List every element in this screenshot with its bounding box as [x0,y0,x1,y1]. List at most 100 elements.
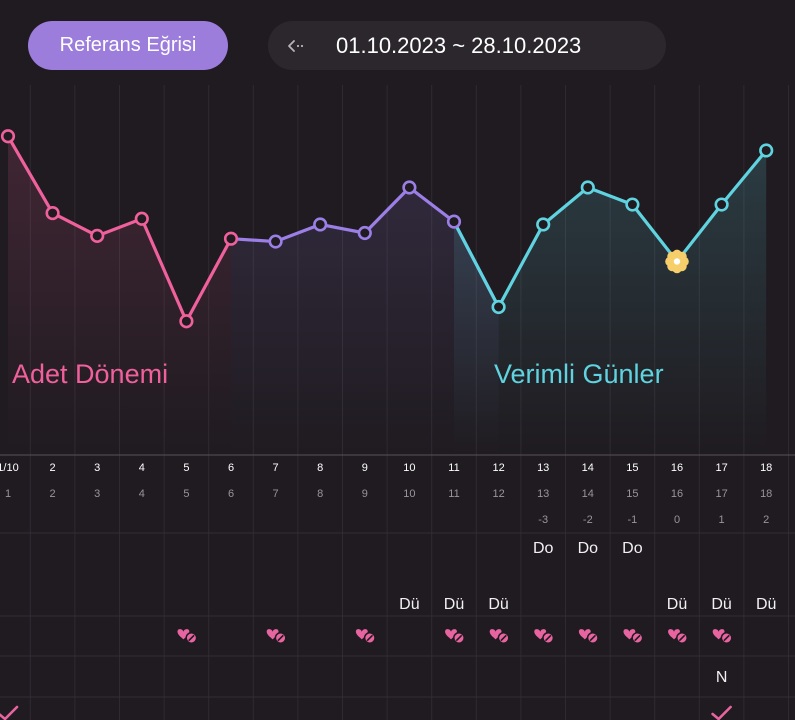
cycle-day-label: 8 [317,488,323,500]
cycle-day-label: 18 [760,488,772,500]
check-icon [0,705,19,720]
ovulation-flower-icon [665,249,689,274]
data-point [402,180,417,195]
line-segment [675,202,724,264]
date-tick-label: 15 [626,462,638,474]
date-range-selector[interactable]: 01.10.2023 ~ 28.10.2023 [268,21,666,70]
do-label: Do [622,540,643,557]
date-tick-label: 5 [183,462,189,474]
hearts-no-protection-icon [622,628,644,645]
ovulation-offset-label: 1 [719,514,725,526]
date-tick-label: 14 [582,462,594,474]
ovulation-offset-label: -2 [583,514,593,526]
data-point [357,225,372,241]
date-tick-label: 18 [760,462,772,474]
line-segment [318,222,367,235]
fertile-days-label: Verimli Günler [494,359,664,389]
date-tick-label: 7 [273,462,279,474]
data-point [625,197,640,212]
data-point [179,314,194,329]
line-segment [95,217,144,238]
line-segment [719,148,768,207]
data-point [446,214,462,229]
hearts-no-protection-icon [444,628,466,645]
data-point [45,205,60,221]
data-point [714,197,729,212]
chart-points [0,129,774,329]
area-fill-0 [8,136,231,455]
line-segment [274,222,322,244]
n-label: N [716,669,728,686]
hearts-no-protection-icon [533,628,555,645]
cycle-day-label: 9 [362,488,368,500]
chart-area-fills [8,136,767,455]
cycle-day-label: 5 [183,488,189,500]
data-point [536,217,551,232]
data-point [580,180,595,195]
cycle-day-label: 2 [50,488,56,500]
cycle-day-label: 1 [5,488,11,500]
cycle-day-label: 14 [582,488,594,500]
du-label: Dü [399,596,419,613]
du-label: Dü [488,596,508,613]
date-tick-label: 17 [715,462,727,474]
hearts-no-protection-icon [667,628,689,645]
cycle-day-label: 4 [139,488,145,500]
line-segment [497,222,545,309]
ovulation-offset-label: -1 [628,514,638,526]
date-tick-label: 4 [139,462,145,474]
du-label: Dü [756,596,776,613]
line-segment [363,185,411,235]
ovulation-offset-label: -3 [538,514,548,526]
data-point [0,129,16,144]
cycle-day-label: 11 [448,488,459,500]
data-point [90,228,105,243]
hearts-no-protection-icon [355,628,376,645]
line-segment [586,185,635,207]
date-tick-label: 16 [671,462,683,474]
line-segment [140,217,188,323]
date-tick-label: 6 [228,462,234,474]
data-point [491,299,506,315]
date-tick-label: 9 [362,462,368,474]
hearts-no-protection-icon [176,628,198,645]
date-tick-label: 12 [492,462,504,474]
line-segment [541,185,590,227]
hearts-no-protection-icon [578,628,599,645]
do-label: Do [578,540,599,557]
cycle-day-label: 15 [626,488,638,500]
data-point [223,231,239,246]
reference-curve-button[interactable]: Referans Eğrisi [28,21,228,70]
date-tick-label: 1/10 [0,462,19,474]
area-fill-1 [231,187,499,455]
cycle-day-label: 17 [715,488,727,500]
line-segment [452,220,501,309]
line-segment [184,237,233,323]
line-segment [630,202,679,264]
line-segment [50,211,99,238]
hearts-no-protection-icon [711,628,733,645]
chart-lines [6,134,768,323]
du-label: Dü [444,596,464,613]
check-icon [711,705,732,720]
hearts-no-protection-icon [488,628,510,645]
ovulation-offset-label: 2 [763,514,769,526]
cycle-day-label: 7 [273,488,279,500]
line-segment [229,237,278,244]
date-tick-label: 10 [403,462,415,474]
cycle-day-label: 13 [537,488,549,500]
du-label: Dü [711,596,731,613]
flower-center [673,258,681,265]
cycle-day-label: 6 [228,488,234,500]
cycle-day-label: 10 [403,488,415,500]
menstrual-phase-label: Adet Dönemi [12,359,168,389]
data-point [313,217,328,232]
do-label: Do [533,540,554,557]
data-point [134,211,149,226]
date-tick-label: 13 [537,462,549,474]
date-tick-label: 3 [94,462,100,474]
data-point [268,234,283,249]
chevron-left-icon[interactable] [268,38,322,54]
record-rows: Do Do Do Dü Dü Dü Dü Dü Dü N [0,540,776,720]
